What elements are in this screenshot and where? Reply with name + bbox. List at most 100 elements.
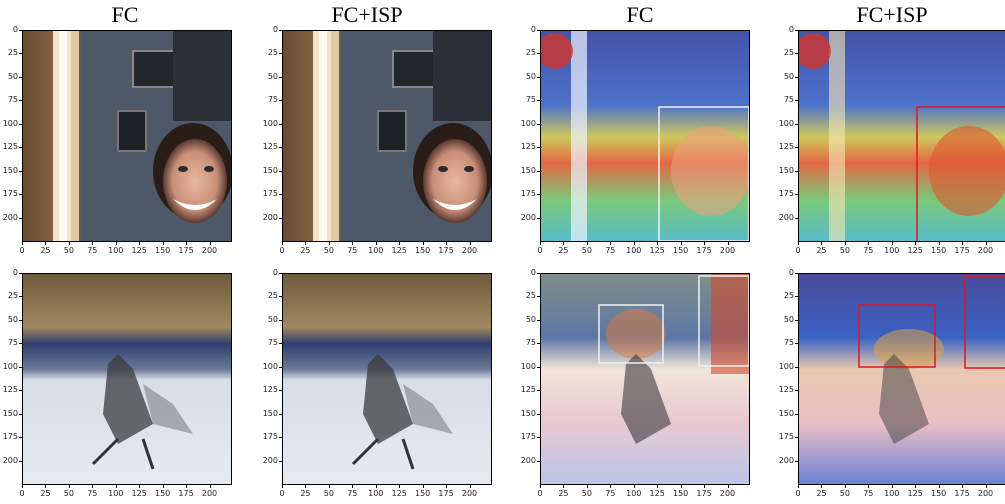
y-tick-label: 0 (12, 268, 18, 277)
x-tick-label: 175 (178, 246, 194, 255)
x-tick-label: 200 (201, 489, 218, 498)
x-tick-label: 100 (884, 246, 900, 255)
x-tick-label: 100 (884, 489, 900, 498)
y-tick-label: 125 (778, 142, 794, 152)
y-tick-label: 50 (783, 71, 794, 81)
image-face-original (22, 30, 232, 242)
y-tick-mark (795, 76, 798, 78)
y-tick-label: 50 (267, 314, 278, 324)
x-tick-label: 25 (40, 489, 51, 498)
bbox-fc-isp-2a (858, 304, 936, 368)
y-tick-label: 175 (778, 432, 794, 442)
x-tick-mark (209, 242, 211, 245)
x-tick-label: 50 (63, 246, 74, 255)
x-tick-mark (22, 242, 23, 245)
x-tick-mark (328, 485, 330, 488)
y-tick-mark (19, 319, 22, 321)
x-tick-label: 175 (438, 489, 454, 498)
column-title-4: FC+ISP (856, 2, 928, 27)
y-tick-label: 200 (262, 212, 278, 222)
x-tick-mark (915, 242, 917, 245)
x-tick-label: 75 (605, 489, 616, 498)
x-tick-mark (962, 242, 964, 245)
y-tick-label: 0 (788, 25, 794, 34)
y-tick-label: 50 (7, 314, 18, 324)
y-tick-mark (19, 194, 22, 196)
x-tick-label: 0 (537, 489, 543, 498)
column-title-2: FC+ISP (331, 2, 403, 27)
y-tick-label: 150 (778, 165, 794, 175)
y-tick-mark (795, 30, 798, 31)
y-tick-label: 175 (262, 432, 278, 442)
x-tick-mark (352, 485, 354, 488)
y-tick-label: 0 (272, 25, 278, 34)
x-tick-mark (727, 242, 729, 245)
y-tick-label: 0 (12, 25, 18, 34)
y-tick-label: 75 (267, 95, 278, 105)
x-tick-label: 125 (907, 489, 923, 498)
x-tick-mark (915, 485, 917, 488)
x-tick-mark (282, 242, 283, 245)
y-tick-label: 0 (788, 268, 794, 277)
x-tick-mark (704, 242, 706, 245)
x-tick-mark (446, 242, 448, 245)
y-tick-mark (279, 100, 282, 102)
y-tick-label: 200 (520, 455, 536, 465)
y-tick-label: 175 (2, 189, 18, 199)
y-tick-mark (537, 413, 540, 415)
y-tick-label: 25 (783, 291, 794, 301)
x-tick-mark (305, 242, 307, 245)
x-tick-mark (798, 242, 799, 245)
x-tick-label: 0 (279, 246, 285, 255)
x-tick-mark (469, 242, 471, 245)
y-tick-label: 100 (2, 361, 18, 371)
x-tick-mark (657, 485, 659, 488)
y-tick-label: 25 (525, 48, 536, 58)
x-tick-label: 0 (19, 489, 25, 498)
x-tick-mark (209, 485, 211, 488)
y-tick-label: 25 (267, 48, 278, 58)
y-tick-label: 100 (262, 118, 278, 128)
x-tick-label: 50 (839, 246, 850, 255)
x-tick-mark (92, 242, 94, 245)
y-tick-mark (795, 273, 798, 274)
x-tick-label: 200 (977, 489, 994, 498)
y-tick-mark (795, 437, 798, 439)
x-tick-mark (821, 242, 823, 245)
y-tick-mark (279, 319, 282, 321)
y-tick-mark (19, 413, 22, 415)
y-tick-mark (279, 170, 282, 172)
y-tick-mark (279, 147, 282, 149)
heatmap-dance-fc (540, 273, 750, 485)
x-tick-mark (798, 485, 799, 488)
x-tick-mark (821, 485, 823, 488)
x-tick-label: 200 (977, 246, 994, 255)
x-tick-mark (68, 485, 70, 488)
x-tick-label: 125 (649, 489, 665, 498)
y-tick-mark (279, 123, 282, 125)
x-tick-mark (45, 242, 47, 245)
x-tick-mark (305, 485, 307, 488)
x-tick-mark (891, 485, 893, 488)
x-tick-label: 100 (368, 246, 384, 255)
y-tick-label: 25 (267, 291, 278, 301)
x-tick-label: 25 (816, 489, 827, 498)
x-tick-mark (657, 242, 659, 245)
x-tick-label: 150 (672, 246, 689, 255)
y-tick-label: 175 (520, 432, 536, 442)
x-tick-label: 175 (954, 246, 970, 255)
column-title-3: FC (626, 2, 654, 27)
y-tick-label: 200 (778, 212, 794, 222)
y-tick-label: 50 (525, 71, 536, 81)
y-tick-mark (537, 30, 540, 31)
x-tick-label: 25 (40, 246, 51, 255)
y-tick-mark (537, 170, 540, 172)
y-tick-label: 175 (2, 432, 18, 442)
y-tick-mark (537, 390, 540, 392)
x-tick-mark (282, 485, 283, 488)
x-tick-label: 50 (63, 489, 74, 498)
y-tick-label: 200 (262, 455, 278, 465)
y-tick-mark (795, 413, 798, 415)
x-tick-label: 100 (626, 489, 642, 498)
x-tick-label: 75 (863, 246, 874, 255)
